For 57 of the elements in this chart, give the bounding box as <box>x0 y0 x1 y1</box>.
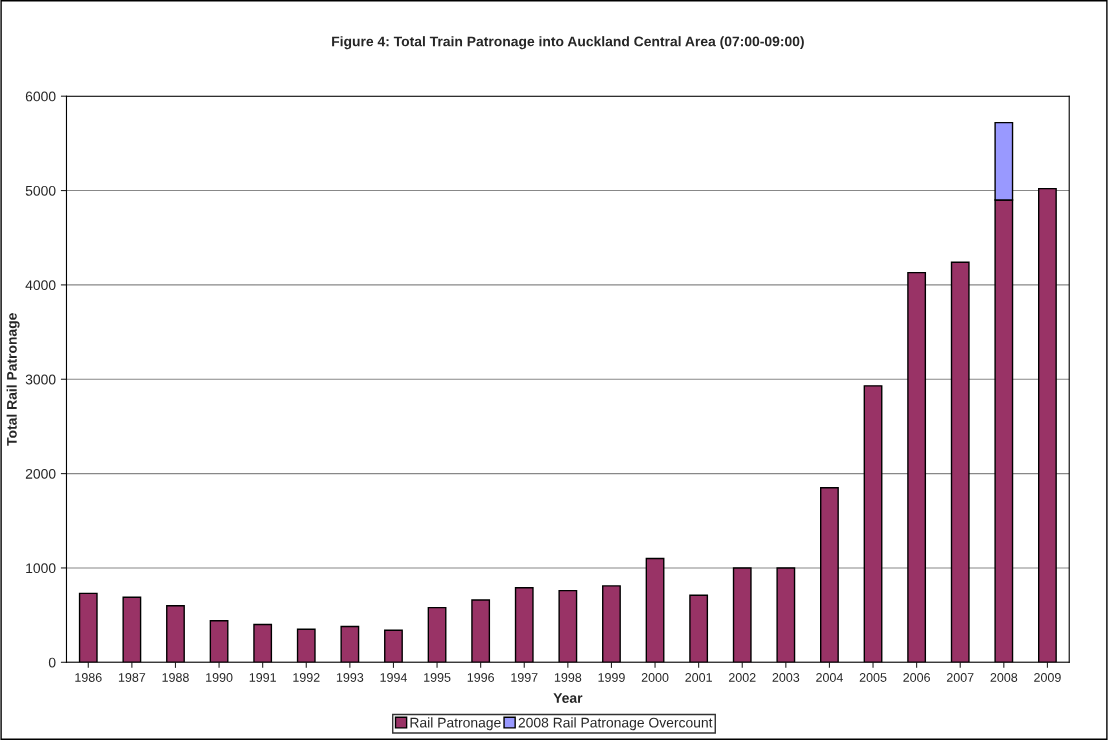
x-tick-label: 2008 <box>990 673 1018 682</box>
y-tick-label: 0 <box>48 657 56 668</box>
bar <box>950 261 970 663</box>
x-tick-label: 1986 <box>75 673 102 682</box>
x-axis-title: Year <box>553 693 583 703</box>
x-tick-label: 2009 <box>1034 673 1061 682</box>
x-tick-label: 1996 <box>467 673 495 682</box>
bar <box>820 487 839 663</box>
bar <box>558 589 578 663</box>
x-tick-label: 1998 <box>554 673 582 682</box>
bar <box>427 606 447 663</box>
bar <box>1038 187 1057 663</box>
legend-label: 2008 Rail Patronage Overcount <box>518 717 713 731</box>
y-tick-label: 4000 <box>25 280 56 291</box>
bar <box>514 587 534 663</box>
bar <box>78 592 98 663</box>
bar <box>340 625 360 663</box>
x-tick-label: 2000 <box>641 673 669 682</box>
bar <box>645 557 665 663</box>
bar <box>863 385 883 663</box>
bar <box>732 567 752 663</box>
x-tick-label: 2005 <box>859 673 887 682</box>
bar <box>471 599 491 663</box>
x-tick-label: 1999 <box>598 673 625 682</box>
y-tick-label: 1000 <box>26 563 56 574</box>
bar <box>384 629 403 663</box>
bar <box>602 585 621 663</box>
bar <box>296 628 316 663</box>
x-tick-label: 1995 <box>424 673 451 682</box>
bar <box>253 623 273 663</box>
x-tick-label: 2003 <box>772 673 800 682</box>
x-tick-label: 1994 <box>380 673 407 682</box>
y-tick-label: 6000 <box>25 91 56 102</box>
x-tick-label: 1988 <box>162 673 189 682</box>
x-tick-label: 2007 <box>946 673 974 682</box>
bar <box>689 594 709 663</box>
x-tick-label: 2006 <box>903 673 930 682</box>
x-tick-label: 2001 <box>685 673 712 682</box>
chart-title: Figure 4: Total Train Patronage into Auckland Central Area (07:00-09:00) <box>332 36 804 50</box>
bar <box>907 271 927 663</box>
bar <box>122 596 142 663</box>
x-tick-label: 1987 <box>118 673 146 682</box>
y-tick-label: 3000 <box>25 374 56 385</box>
x-tick-label: 2004 <box>816 673 843 682</box>
x-tick-label: 1993 <box>336 673 364 682</box>
legend-label: Rail Patronage <box>410 717 501 731</box>
bar <box>209 620 229 663</box>
x-tick-label: 2002 <box>728 673 756 682</box>
x-tick-label: 1991 <box>249 673 276 682</box>
y-tick-label: 5000 <box>25 185 56 196</box>
x-tick-label: 1990 <box>206 673 233 682</box>
y-tick-label: 2000 <box>25 468 56 479</box>
x-tick-label: 1992 <box>293 673 320 682</box>
y-axis-title: Total Rail Patronage <box>6 313 20 446</box>
x-tick-label: 1997 <box>511 673 538 682</box>
bar <box>166 604 185 663</box>
bar <box>776 567 796 663</box>
